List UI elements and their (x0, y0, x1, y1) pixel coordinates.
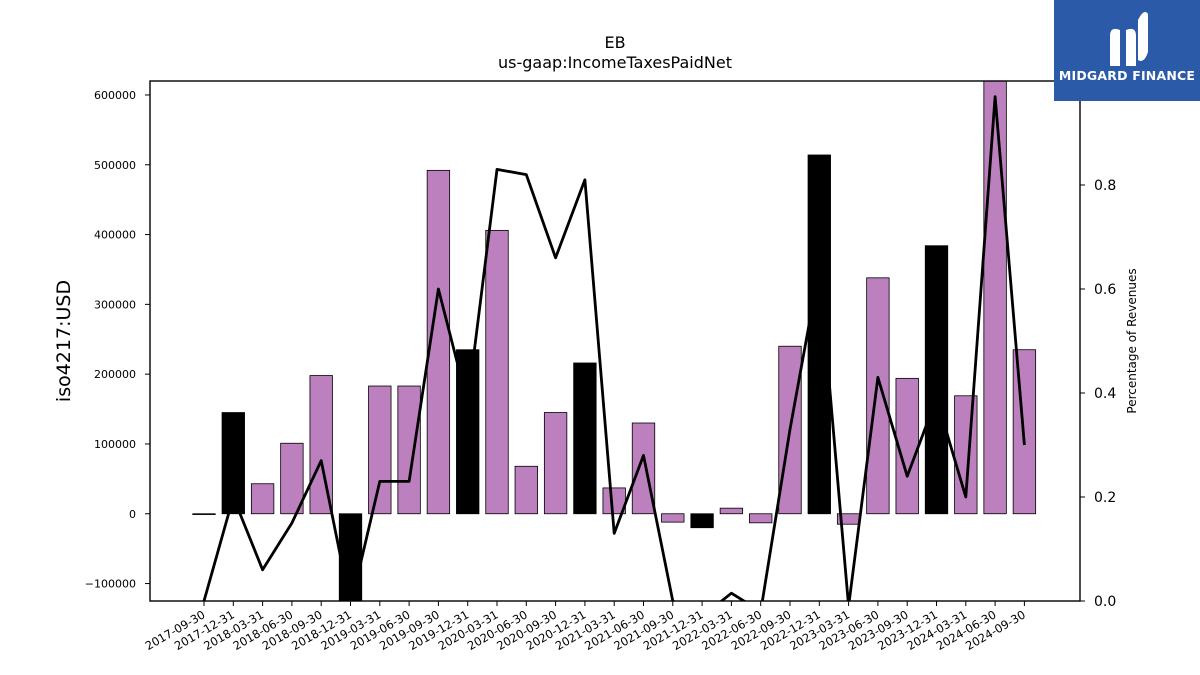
y-tick-label: −100000 (85, 578, 136, 591)
y-tick-label: 500000 (94, 159, 136, 172)
bar (749, 513, 773, 524)
y2-tick-label: 0.6 (1094, 282, 1116, 298)
y2-axis-label: Percentage of Revenues (1125, 268, 1139, 413)
revenue-percentage-line (202, 95, 1026, 601)
bar (426, 169, 451, 515)
bar (661, 513, 685, 523)
bar (924, 245, 949, 515)
bar (807, 154, 831, 515)
bar (866, 277, 890, 515)
bar (397, 385, 421, 515)
y2-tick-label: 0.0 (1094, 594, 1116, 610)
y-tick-label: 0 (129, 508, 136, 521)
bar (368, 385, 392, 515)
y2-tick-label: 0.4 (1094, 386, 1116, 402)
bar (338, 513, 363, 601)
midgard-finance-logo: MIDGARD FINANCE (1054, 0, 1200, 101)
bar (250, 483, 275, 515)
bar (983, 81, 1007, 515)
y2-tick-label: 0.8 (1094, 178, 1116, 194)
bar (221, 412, 245, 515)
chart-subtitle: us-gaap:IncomeTaxesPaidNet (498, 53, 732, 72)
y-tick-label: 100000 (94, 438, 136, 451)
y-tick-label: 400000 (94, 229, 136, 242)
bar (543, 412, 568, 515)
y2-tick-label: 0.2 (1094, 490, 1116, 506)
logo-text: MIDGARD FINANCE (1058, 68, 1196, 83)
y-tick-label: 200000 (94, 368, 136, 381)
logo-mark-icon (1110, 12, 1148, 66)
bar (514, 465, 538, 515)
plot-frame (149, 80, 1081, 602)
bar (456, 349, 480, 515)
y-tick-label: 600000 (94, 89, 136, 102)
y-axis-label: iso4217:USD (53, 280, 75, 402)
y-tick-label: 300000 (94, 298, 136, 311)
bar (280, 442, 304, 515)
chart-title: EB (604, 33, 625, 52)
bar (192, 513, 216, 515)
bar (631, 422, 656, 515)
bar (719, 507, 744, 515)
bar (690, 513, 714, 529)
bar (573, 362, 597, 515)
bar (309, 375, 333, 515)
bar (485, 229, 509, 515)
